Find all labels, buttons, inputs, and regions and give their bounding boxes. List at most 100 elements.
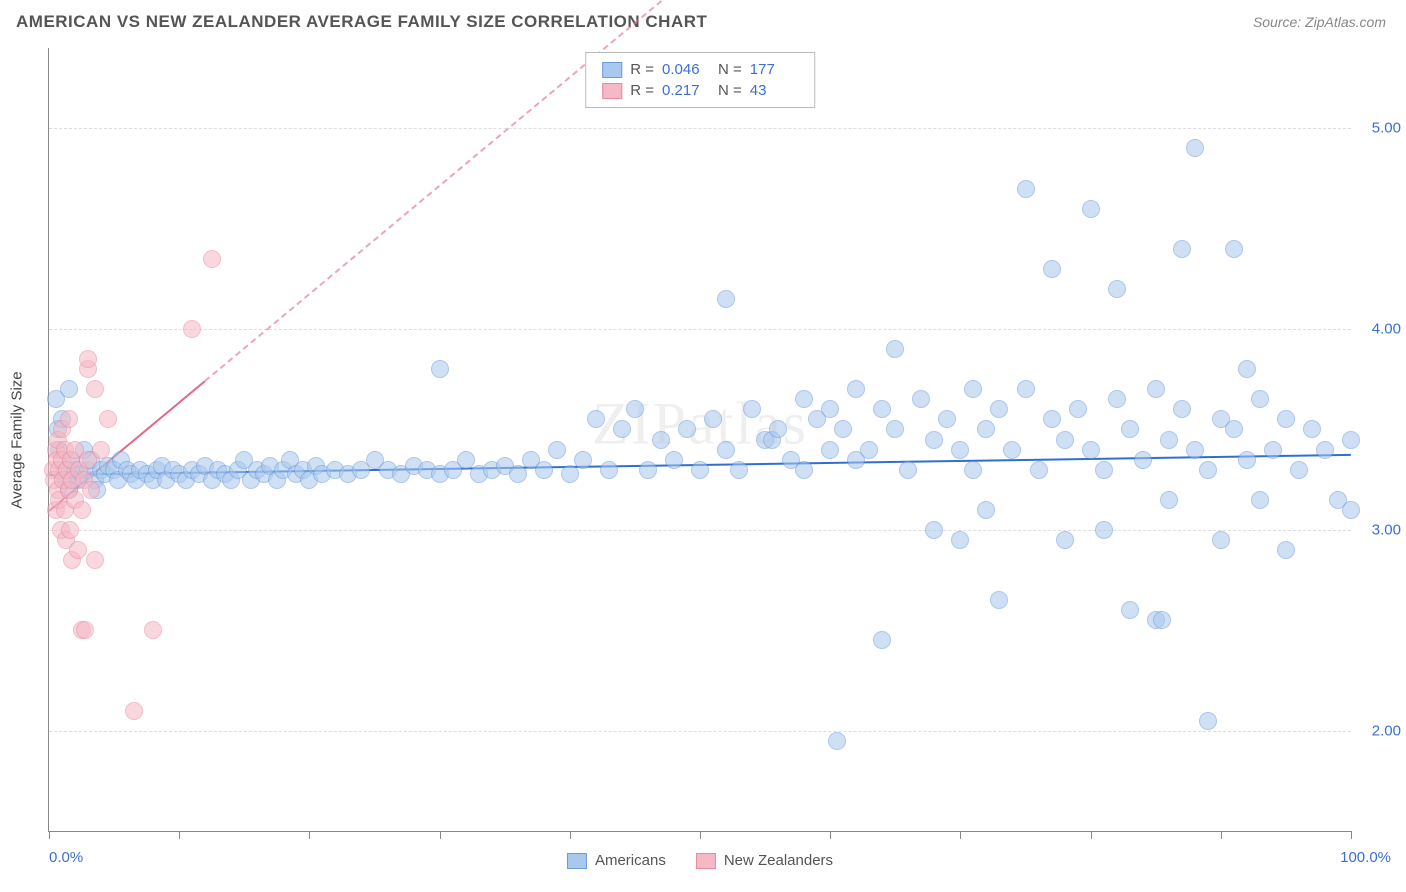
data-point [828, 732, 846, 750]
data-point [1264, 441, 1282, 459]
data-point [1108, 390, 1126, 408]
chart-header: AMERICAN VS NEW ZEALANDER AVERAGE FAMILY… [0, 0, 1406, 40]
data-point [1108, 280, 1126, 298]
data-point [1121, 420, 1139, 438]
data-point [1056, 531, 1074, 549]
data-point [1160, 491, 1178, 509]
x-tick [830, 831, 831, 839]
y-tick-label: 2.00 [1356, 722, 1401, 739]
data-point [899, 461, 917, 479]
data-point [1003, 441, 1021, 459]
data-point [69, 541, 87, 559]
stat-n-label: N = [718, 82, 742, 99]
data-point [1225, 240, 1243, 258]
data-point [1173, 240, 1191, 258]
data-point [626, 400, 644, 418]
data-point [925, 521, 943, 539]
data-point [938, 410, 956, 428]
data-point [652, 431, 670, 449]
data-point [977, 420, 995, 438]
data-point [912, 390, 930, 408]
data-point [79, 350, 97, 368]
data-point [1290, 461, 1308, 479]
data-point [691, 461, 709, 479]
data-point [1212, 531, 1230, 549]
data-point [990, 591, 1008, 609]
data-point [183, 320, 201, 338]
data-point [82, 481, 100, 499]
gridline [49, 329, 1351, 330]
gridline [49, 530, 1351, 531]
data-point [561, 465, 579, 483]
x-tick [570, 831, 571, 839]
data-point [1186, 139, 1204, 157]
y-tick-label: 4.00 [1356, 321, 1401, 338]
x-tick [700, 831, 701, 839]
data-point [125, 702, 143, 720]
bottom-legend: Americans New Zealanders [567, 852, 833, 869]
y-axis-title: Average Family Size [9, 371, 26, 508]
data-point [834, 420, 852, 438]
data-point [873, 400, 891, 418]
legend-item: New Zealanders [696, 852, 833, 869]
data-point [1277, 410, 1295, 428]
data-point [795, 461, 813, 479]
gridline [49, 731, 1351, 732]
data-point [587, 410, 605, 428]
data-point [613, 420, 631, 438]
data-point [509, 465, 527, 483]
stat-n-value: 43 [750, 82, 798, 99]
data-point [1342, 431, 1360, 449]
data-point [1017, 380, 1035, 398]
data-point [1134, 451, 1152, 469]
data-point [1238, 451, 1256, 469]
data-point [86, 380, 104, 398]
legend-swatch [602, 83, 622, 99]
data-point [886, 420, 904, 438]
data-point [1147, 380, 1165, 398]
data-point [1251, 491, 1269, 509]
chart-source: Source: ZipAtlas.com [1253, 14, 1386, 30]
data-point [1303, 420, 1321, 438]
data-point [977, 501, 995, 519]
data-point [1153, 611, 1171, 629]
data-point [86, 551, 104, 569]
data-point [847, 380, 865, 398]
data-point [574, 451, 592, 469]
data-point [1199, 461, 1217, 479]
data-point [92, 441, 110, 459]
data-point [600, 461, 618, 479]
data-point [951, 531, 969, 549]
data-point [717, 290, 735, 308]
legend-item: Americans [567, 852, 666, 869]
data-point [431, 360, 449, 378]
x-tick [1091, 831, 1092, 839]
data-point [1069, 400, 1087, 418]
data-point [964, 461, 982, 479]
x-tick [179, 831, 180, 839]
data-point [860, 441, 878, 459]
data-point [1043, 260, 1061, 278]
data-point [61, 521, 79, 539]
data-point [704, 410, 722, 428]
data-point [73, 501, 91, 519]
data-point [821, 400, 839, 418]
data-point [1082, 441, 1100, 459]
gridline [49, 128, 1351, 129]
y-tick-label: 3.00 [1356, 521, 1401, 538]
data-point [1030, 461, 1048, 479]
data-point [1095, 461, 1113, 479]
x-tick [960, 831, 961, 839]
data-point [548, 441, 566, 459]
data-point [1342, 501, 1360, 519]
data-point [1251, 390, 1269, 408]
legend-swatch [696, 853, 716, 869]
data-point [203, 250, 221, 268]
data-point [821, 441, 839, 459]
legend-label: Americans [595, 852, 666, 869]
stats-row: R =0.217N =43 [598, 80, 802, 101]
data-point [99, 410, 117, 428]
chart-plot-area: Average Family Size ZIPatlas 2.003.004.0… [48, 48, 1351, 832]
data-point [678, 420, 696, 438]
plot-surface: 2.003.004.005.00 [49, 48, 1351, 831]
